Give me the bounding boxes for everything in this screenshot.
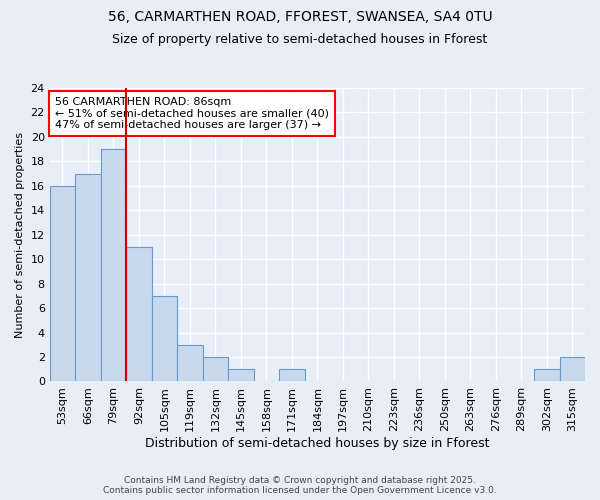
- Bar: [228, 369, 254, 382]
- Bar: [203, 357, 228, 382]
- Text: 56 CARMARTHEN ROAD: 86sqm
← 51% of semi-detached houses are smaller (40)
47% of : 56 CARMARTHEN ROAD: 86sqm ← 51% of semi-…: [55, 97, 329, 130]
- Y-axis label: Number of semi-detached properties: Number of semi-detached properties: [15, 132, 25, 338]
- Bar: [177, 345, 203, 382]
- Bar: [101, 149, 126, 382]
- Bar: [534, 369, 560, 382]
- Bar: [75, 174, 101, 382]
- Text: Contains HM Land Registry data © Crown copyright and database right 2025.
Contai: Contains HM Land Registry data © Crown c…: [103, 476, 497, 495]
- Bar: [50, 186, 75, 382]
- Text: 56, CARMARTHEN ROAD, FFOREST, SWANSEA, SA4 0TU: 56, CARMARTHEN ROAD, FFOREST, SWANSEA, S…: [107, 10, 493, 24]
- Bar: [126, 247, 152, 382]
- Bar: [560, 357, 585, 382]
- Bar: [152, 296, 177, 382]
- Text: Size of property relative to semi-detached houses in Fforest: Size of property relative to semi-detach…: [112, 32, 488, 46]
- X-axis label: Distribution of semi-detached houses by size in Fforest: Distribution of semi-detached houses by …: [145, 437, 490, 450]
- Bar: [279, 369, 305, 382]
